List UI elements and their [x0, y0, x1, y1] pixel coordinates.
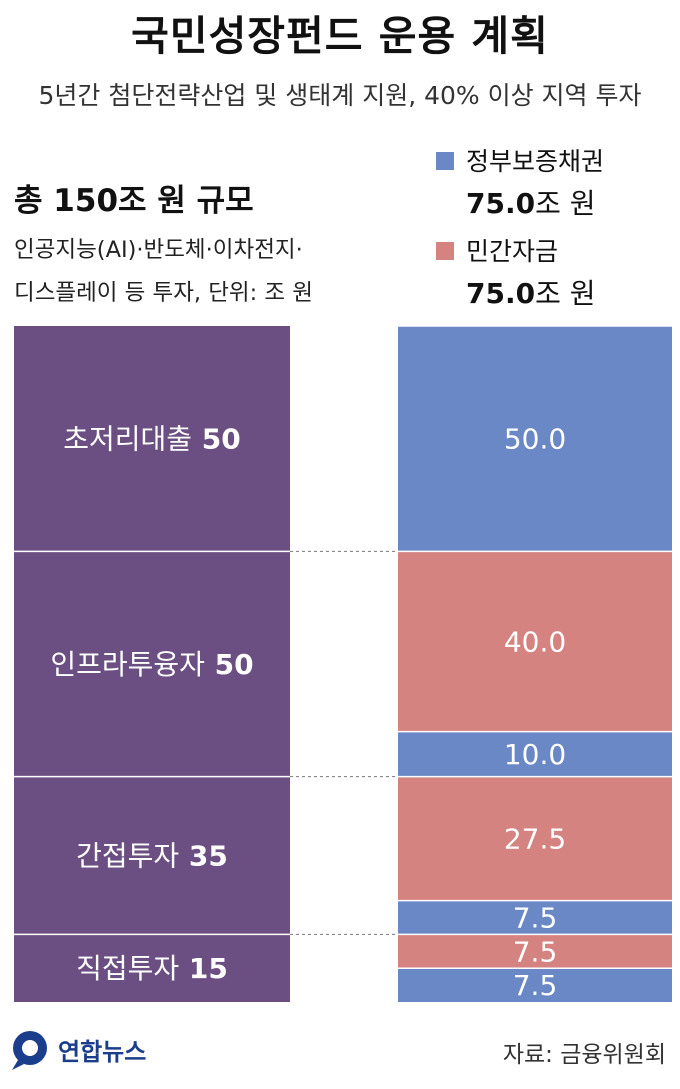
category-bar	[14, 934, 290, 1002]
segment-value-label: 27.5	[504, 823, 566, 856]
segment-value-label: 50.0	[504, 423, 566, 456]
category-bar	[14, 551, 290, 777]
funding-segment	[398, 934, 672, 969]
segment-value-label: 40.0	[504, 625, 566, 658]
funding-segment	[398, 968, 672, 1002]
category-bar	[14, 326, 290, 552]
yonhap-logo: 연합뉴스	[10, 1024, 146, 1072]
category-label: 간접투자 35	[76, 840, 228, 873]
legend-swatch-gov	[436, 152, 454, 170]
segment-value-label: 7.5	[513, 935, 558, 968]
segment-value-label: 7.5	[513, 969, 558, 1002]
logo-text: 연합뉴스	[58, 1038, 147, 1066]
funding-segment	[398, 551, 672, 732]
total-size: 총 150조 원 규모	[14, 183, 254, 219]
chart-subtitle: 5년간 첨단전략산업 및 생태계 지원, 40% 이상 지역 투자	[38, 81, 642, 110]
segment-value-label: 10.0	[504, 738, 566, 771]
yonhap-logo-icon	[12, 1031, 47, 1070]
note-line-1: 인공지능(AI)·반도체·이차전지·	[14, 237, 303, 263]
legend-swatch-private	[436, 242, 454, 260]
funding-segment	[398, 776, 672, 901]
category-label: 인프라투융자 50	[50, 648, 253, 681]
legend-name-private: 민간자금	[466, 237, 559, 266]
category-bar	[14, 776, 290, 935]
category-label: 직접투자 15	[76, 952, 228, 985]
source-note: 자료: 금융위원회	[502, 1042, 666, 1068]
chart-title: 국민성장펀드 운용 계획	[131, 12, 549, 60]
funding-segment	[398, 731, 672, 777]
legend-value-private: 75.0조 원	[466, 277, 596, 310]
category-label: 초저리대출 50	[63, 423, 241, 456]
note-line-2: 디스플레이 등 투자, 단위: 조 원	[14, 280, 313, 306]
funding-segment	[398, 900, 672, 935]
segment-value-label: 7.5	[513, 902, 558, 935]
legend-name-gov: 정부보증채권	[466, 147, 605, 176]
funding-segment	[398, 326, 672, 552]
legend-value-gov: 75.0조 원	[466, 187, 596, 220]
